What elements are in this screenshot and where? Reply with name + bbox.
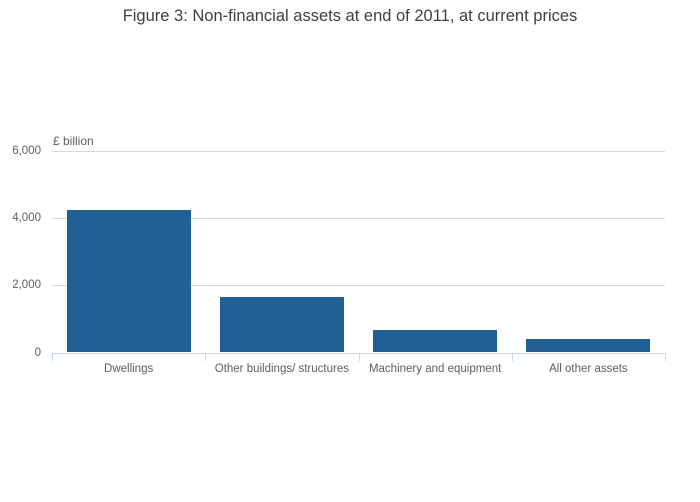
- bar-other-buildings-structures: [219, 297, 344, 353]
- y-axis-unit-label: £ billion: [53, 134, 94, 148]
- y-gridline: [52, 284, 665, 286]
- bar-machinery-and-equipment: [373, 330, 498, 353]
- y-tick-label: 2,000: [12, 279, 41, 292]
- y-gridline: [52, 217, 665, 219]
- x-axis-tick: [665, 352, 666, 361]
- bar-dwellings: [66, 209, 191, 353]
- x-category-label: Other buildings/ structures: [214, 362, 349, 375]
- y-tick-label: 4,000: [12, 212, 41, 225]
- x-axis-tick: [52, 352, 53, 361]
- x-category-label: Machinery and equipment: [368, 362, 502, 375]
- x-axis-tick: [358, 352, 360, 361]
- y-tick-label: 6,000: [12, 145, 41, 157]
- x-category-label: Dwellings: [104, 362, 154, 375]
- bar-all-other-assets: [526, 339, 651, 353]
- x-axis-tick: [205, 352, 207, 361]
- y-gridline: [52, 150, 665, 152]
- x-category-label: All other assets: [549, 362, 628, 375]
- x-axis-tick: [511, 352, 513, 361]
- y-tick-label: 0: [34, 346, 41, 359]
- chart-title: Figure 3: Non-financial assets at end of…: [122, 7, 578, 25]
